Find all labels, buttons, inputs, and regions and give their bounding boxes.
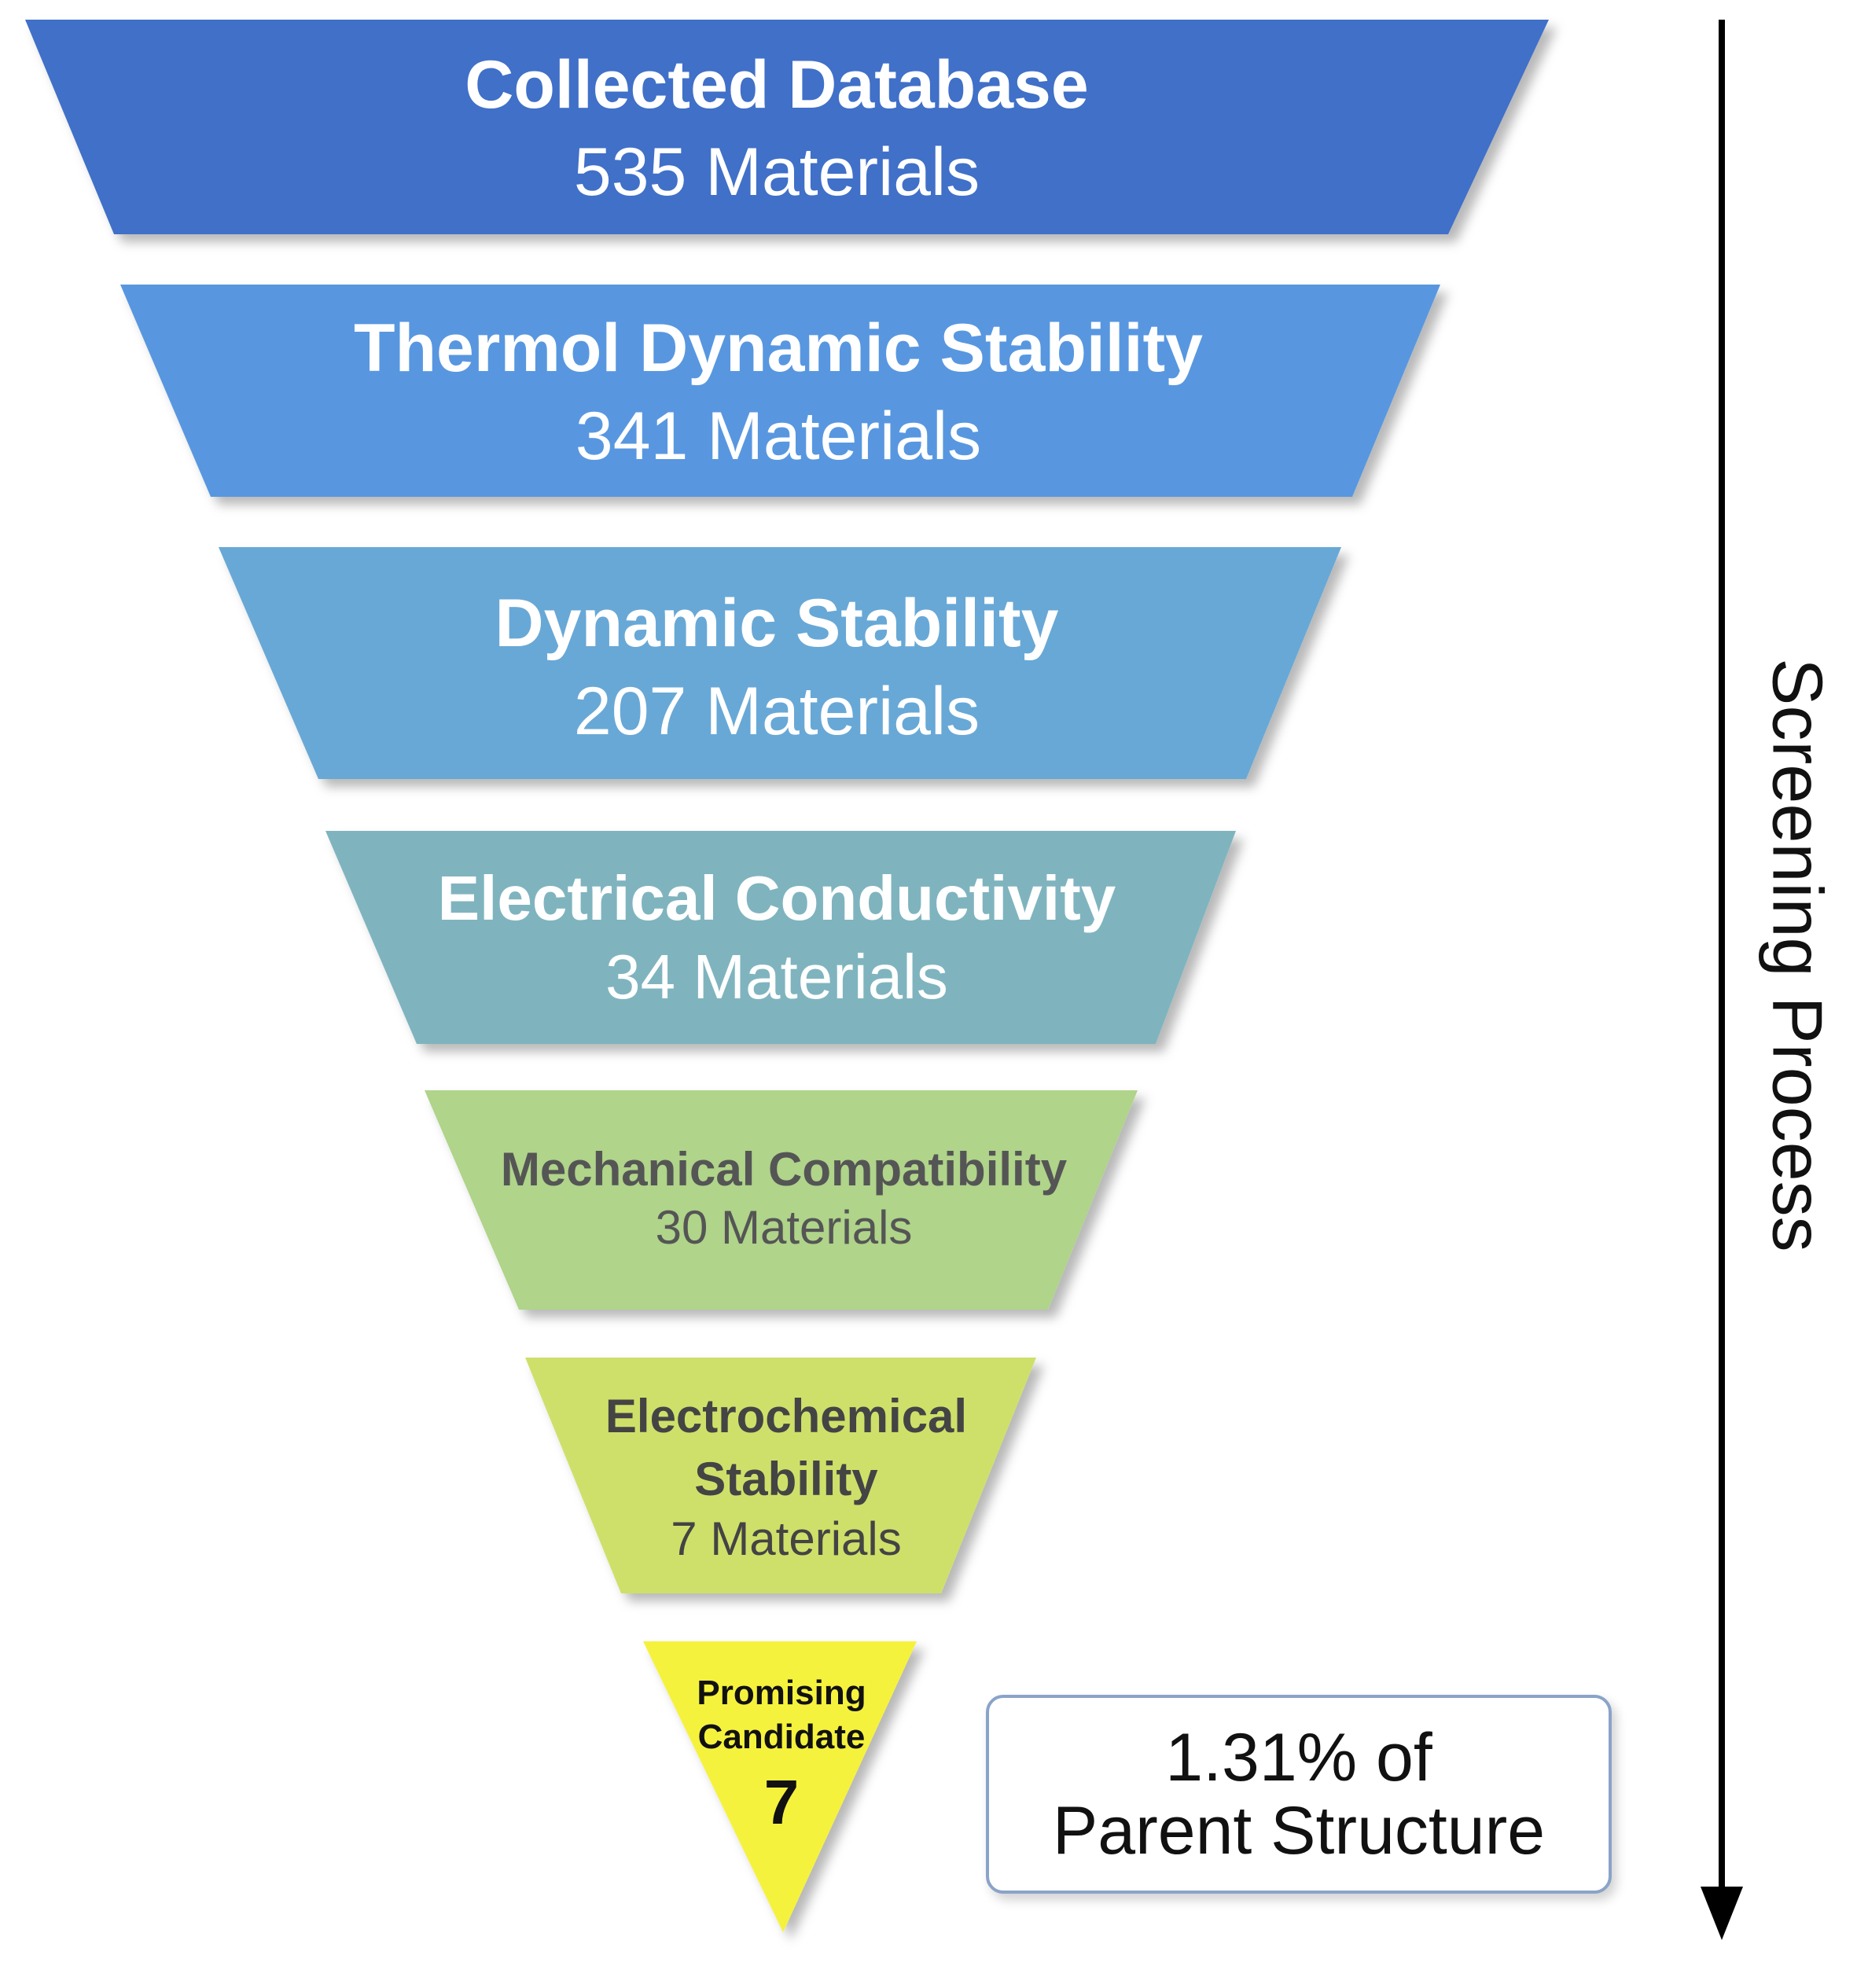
funnel-final-promising-candidate: Promising Candidate 7 bbox=[643, 1641, 917, 1932]
final-label-line1: Promising bbox=[697, 1674, 866, 1712]
stage-title: Electrical Conductivity bbox=[438, 863, 1116, 933]
funnel-stage-dynamic-stability: Dynamic Stability 207 Materials bbox=[219, 547, 1341, 779]
funnel-stage-thermodynamic-stability: Thermol Dynamic Stability 341 Materials bbox=[120, 285, 1440, 497]
stage-shape bbox=[25, 20, 1549, 234]
stage-title: Mechanical Compatibility bbox=[501, 1143, 1068, 1196]
percentage-line1: 1.31% of bbox=[1165, 1719, 1432, 1795]
screening-arrow bbox=[1701, 20, 1743, 1940]
stage-title-line2: Stability bbox=[694, 1453, 878, 1505]
funnel-stage-electrochemical-stability: Electrochemical Stability 7 Materials bbox=[525, 1358, 1036, 1593]
stage-shape bbox=[425, 1090, 1138, 1310]
final-count: 7 bbox=[764, 1767, 800, 1837]
stage-count: 341 Materials bbox=[575, 399, 981, 474]
stage-shape bbox=[219, 547, 1341, 779]
screening-process-label: Screening Process bbox=[1757, 658, 1837, 1252]
stage-title: Collected Database bbox=[465, 47, 1088, 123]
stage-title-line1: Electrochemical bbox=[605, 1390, 967, 1442]
stage-title: Thermol Dynamic Stability bbox=[354, 311, 1203, 386]
stage-count: 207 Materials bbox=[574, 674, 980, 749]
stage-shape bbox=[325, 831, 1236, 1044]
final-triangle-shape bbox=[643, 1641, 917, 1932]
percentage-line2: Parent Structure bbox=[1052, 1792, 1546, 1869]
funnel-stage-electrical-conductivity: Electrical Conductivity 34 Materials bbox=[325, 831, 1236, 1044]
stage-title: Dynamic Stability bbox=[495, 586, 1059, 661]
funnel-stage-collected-database: Collected Database 535 Materials bbox=[25, 20, 1549, 234]
stage-shape bbox=[525, 1358, 1036, 1593]
stage-count: 30 Materials bbox=[656, 1201, 913, 1254]
stage-count: 535 Materials bbox=[574, 134, 980, 210]
funnel-stage-mechanical-compatibility: Mechanical Compatibility 30 Materials bbox=[425, 1090, 1138, 1310]
stage-count: 34 Materials bbox=[605, 942, 948, 1012]
final-label-line2: Candidate bbox=[698, 1718, 866, 1756]
percentage-summary-box: 1.31% of Parent Structure bbox=[986, 1695, 1612, 1894]
stage-count: 7 Materials bbox=[671, 1512, 901, 1565]
arrow-head-icon bbox=[1701, 1887, 1743, 1940]
stage-shape bbox=[120, 285, 1440, 497]
